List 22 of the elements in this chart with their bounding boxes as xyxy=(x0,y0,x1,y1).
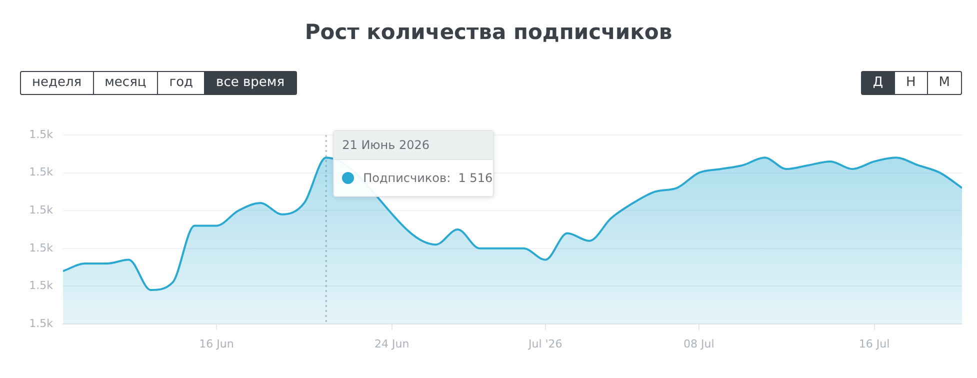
y-tick-label: 1.5k xyxy=(29,279,54,292)
y-tick-label: 1.5k xyxy=(29,166,54,179)
chart-title: Рост количества подписчиков xyxy=(304,20,674,44)
text: М xyxy=(926,72,961,94)
annotation: Подписчиков: 1 516 xyxy=(363,170,493,185)
x-tick-label: Jul '26 xyxy=(527,337,562,350)
y-tick-label: 1.5k xyxy=(29,241,54,254)
x-tick-label: 16 Jul xyxy=(858,337,890,350)
x-tick-label: 16 Jun xyxy=(199,337,234,350)
text: Н xyxy=(894,72,927,94)
y-tick-label: 1.5k xyxy=(29,203,54,216)
tooltip-panel: 21 Июнь 2026 Подписчиков: 1 516 xyxy=(333,130,494,197)
text: неделя xyxy=(31,74,83,92)
text: месяц xyxy=(92,72,158,94)
text: Д xyxy=(862,72,894,94)
x-tick-label: 08 Jul xyxy=(683,337,714,350)
x-tick-label: 24 Jun xyxy=(374,337,410,350)
y-tick-label: 1.5k xyxy=(29,128,54,141)
text: год xyxy=(157,72,204,94)
text: все время xyxy=(204,72,296,94)
y-tick-label: 1.5k xyxy=(29,316,54,330)
annotation: 21 Июнь 2026 xyxy=(334,130,494,160)
